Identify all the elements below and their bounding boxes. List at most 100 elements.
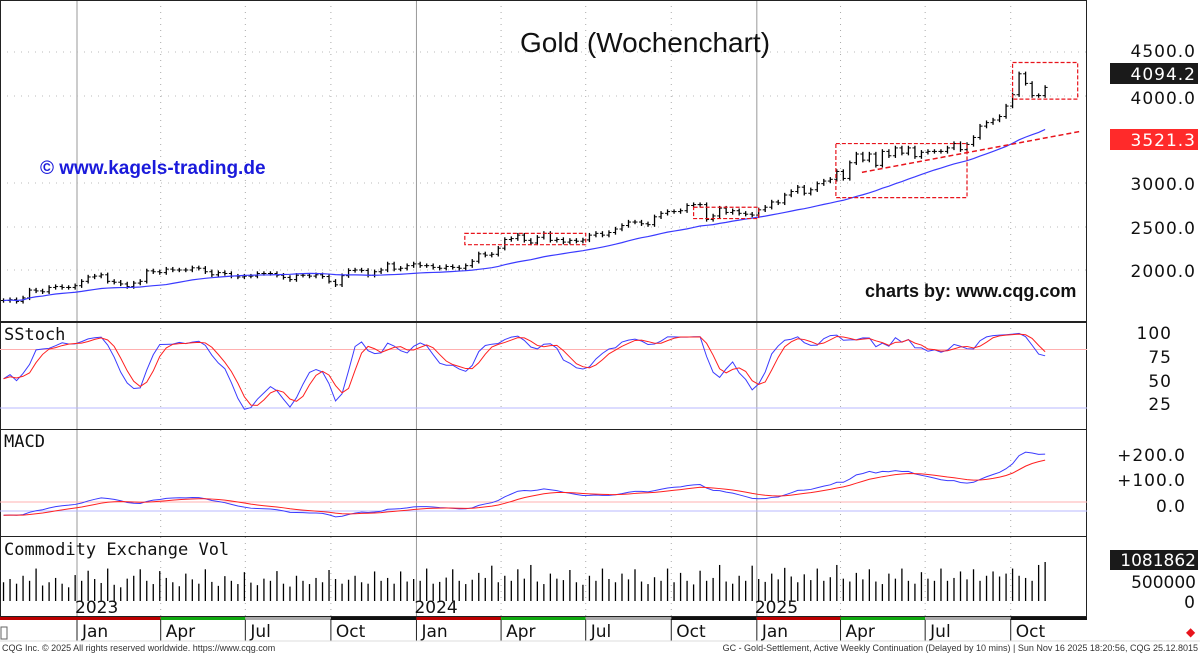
price-bar	[222, 270, 228, 276]
volume-tick: 500000	[1131, 573, 1196, 593]
price-bar	[85, 274, 91, 284]
trendline	[861, 130, 1081, 174]
price-bar	[215, 270, 221, 277]
price-bar	[944, 145, 950, 154]
price-tick: 2000.0	[1131, 262, 1196, 282]
price-bar	[417, 261, 423, 268]
price-bar	[534, 235, 540, 246]
price-bar	[873, 151, 879, 168]
stoch-tick: 100	[1137, 324, 1172, 344]
price-bar	[769, 199, 775, 210]
macd-line	[3, 451, 1046, 518]
price-bar	[463, 263, 469, 271]
price-bar	[482, 251, 488, 258]
price-bar	[424, 263, 430, 268]
price-bar	[1003, 103, 1009, 119]
year-label: 2023	[75, 598, 118, 618]
price-bar	[639, 219, 645, 226]
last-price-badge	[1110, 63, 1198, 84]
price-bar	[827, 177, 833, 184]
price-bar	[456, 265, 462, 271]
scroll-right-arrow-icon[interactable]: ◆	[1186, 625, 1196, 639]
price-bar	[476, 251, 482, 264]
session-strip	[0, 617, 77, 620]
volume-title: Commodity Exchange Vol	[4, 540, 229, 560]
price-bar	[443, 264, 449, 271]
price-bar	[808, 187, 814, 196]
watermark-kagels: © www.kagels-trading.de	[40, 158, 266, 179]
stoch-k-line	[3, 332, 1046, 410]
price-bar	[72, 283, 78, 290]
stoch-lines	[0, 332, 1087, 410]
price-bar	[489, 252, 495, 258]
footer-copyright: CQG Inc. © 2025 All rights reserved worl…	[2, 643, 275, 653]
price-bar	[385, 261, 391, 273]
price-bar	[801, 184, 807, 196]
price-bar	[860, 151, 866, 163]
price-bar	[528, 238, 534, 246]
price-bar	[782, 192, 788, 206]
price-bar	[892, 145, 898, 158]
price-bar	[411, 261, 417, 268]
chart-title: Gold (Wochenchart)	[520, 27, 770, 58]
price-bar	[619, 223, 625, 232]
price-bar	[710, 213, 716, 222]
scroll-handle[interactable]	[0, 626, 8, 640]
price-bar	[997, 114, 1003, 123]
price-bar	[339, 273, 345, 288]
price-bar	[573, 238, 579, 244]
price-bar	[98, 272, 104, 279]
price-bar	[652, 214, 658, 227]
price-bar	[495, 246, 501, 257]
price-bar	[521, 232, 527, 243]
month-label: Oct	[676, 622, 706, 642]
session-strip	[585, 617, 672, 620]
last-volume-badge	[1110, 550, 1198, 570]
price-bar	[971, 135, 977, 147]
price-tick: 4000.0	[1131, 89, 1196, 109]
price-bar	[899, 145, 905, 156]
price-bar	[333, 279, 339, 288]
macd-signal-line	[3, 459, 1046, 516]
price-bar	[658, 211, 664, 219]
session-strip	[756, 617, 841, 620]
volume-panel	[0, 536, 1087, 617]
price-bar	[736, 208, 742, 216]
annotation-box	[835, 142, 968, 199]
session-strip	[77, 617, 161, 620]
price-bar	[931, 149, 937, 154]
grid	[0, 0, 1087, 617]
price-bar	[879, 149, 885, 168]
month-label: Oct	[1016, 622, 1046, 642]
price-bar	[293, 273, 299, 282]
price-bar	[560, 237, 566, 245]
price-bar	[40, 288, 46, 294]
annotation-box	[1011, 61, 1079, 100]
price-bar	[170, 266, 176, 273]
volume-bars	[2, 562, 1046, 601]
trend-price-badge	[1110, 129, 1198, 150]
price-bar	[398, 266, 404, 272]
price-bar	[697, 202, 703, 207]
price-bar	[866, 151, 872, 163]
price-bar	[46, 285, 52, 294]
price-bar	[632, 219, 638, 225]
annotation-box	[692, 206, 760, 220]
price-bar	[59, 284, 65, 290]
price-panel	[0, 0, 1087, 322]
price-tick: 2500.0	[1131, 219, 1196, 239]
price-bar	[905, 145, 911, 156]
macd-tick: +200.0	[1117, 446, 1186, 466]
price-bar	[580, 237, 586, 244]
session-strip	[416, 617, 502, 620]
price-bar	[678, 208, 684, 214]
month-label: Jan	[761, 622, 788, 642]
price-tick: 3000.0	[1131, 175, 1196, 195]
price-bar	[508, 236, 514, 242]
annotations	[464, 61, 1081, 246]
price-bar	[66, 285, 72, 290]
price-bar	[378, 267, 384, 274]
price-bar	[918, 150, 924, 159]
price-bar	[821, 178, 827, 186]
month-label: Apr	[166, 622, 195, 642]
